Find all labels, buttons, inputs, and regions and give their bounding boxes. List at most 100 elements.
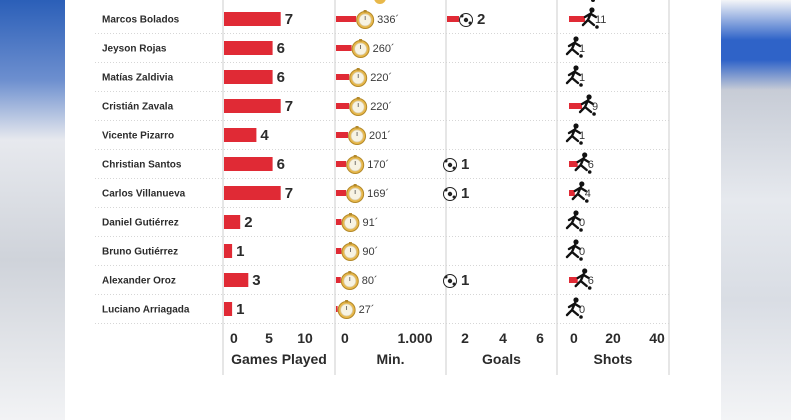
minutes-label: 170´ xyxy=(367,159,389,171)
chart-panel: Marcos Bolados 7 336´ 2 11 Jeyson Rojas 6 260´ 1… xyxy=(65,0,721,420)
goals-label: 1 xyxy=(461,156,469,173)
tick-label: 4 xyxy=(499,330,507,346)
minutes-label: 90´ xyxy=(362,246,378,258)
table-row: Daniel Gutiérrez 2 91´ 0 xyxy=(95,210,669,237)
shots-label: 0 xyxy=(579,304,585,316)
minutes-bar xyxy=(336,74,350,80)
minutes-label: 336´ xyxy=(377,14,399,26)
minutes-label: 27´ xyxy=(359,304,375,316)
player-name: Jeyson Rojas xyxy=(102,44,167,55)
kicking-player-icon xyxy=(565,65,583,87)
games-bar xyxy=(224,41,273,55)
games-bar xyxy=(224,99,281,113)
shots-bar xyxy=(569,16,585,22)
games-label: 7 xyxy=(285,98,293,115)
minutes-bar xyxy=(336,248,342,254)
games-label: 3 xyxy=(252,272,260,289)
tick-label: 5 xyxy=(265,330,273,346)
player-name: Alexander Oroz xyxy=(102,276,176,287)
minutes-bar xyxy=(336,306,338,312)
games-label: 6 xyxy=(277,156,285,173)
kicking-player-icon xyxy=(591,0,595,2)
stopwatch-icon xyxy=(346,184,365,203)
table-row: Vicente Pizarro 4 201´ 1 xyxy=(95,123,669,150)
table-row: Christian Santos 6 170´ 1 6 xyxy=(95,152,669,179)
shots-label: 1 xyxy=(579,130,585,142)
player-name: Cristián Zavala xyxy=(102,102,174,113)
table-row: Jeyson Rojas 6 260´ 1 xyxy=(95,36,669,63)
games-label: 7 xyxy=(285,185,293,202)
background-left xyxy=(0,0,65,420)
player-name: Marcos Bolados xyxy=(102,15,180,26)
games-bar xyxy=(224,302,233,316)
minutes-label: 260´ xyxy=(373,43,395,55)
stopwatch-icon xyxy=(337,300,356,319)
tick-label: 0 xyxy=(570,330,578,346)
games-label: 6 xyxy=(277,69,285,86)
table-row: Luciano Arriagada 1 27´ 0 xyxy=(95,297,669,324)
shots-label: 11 xyxy=(595,14,606,26)
kicking-player-icon xyxy=(565,210,583,232)
games-bar xyxy=(224,273,249,287)
tick-label: 10 xyxy=(297,330,313,346)
minutes-label: 201´ xyxy=(369,130,391,142)
table-row: Marcos Bolados 7 336´ 2 11 xyxy=(95,7,669,34)
games-bar xyxy=(224,186,281,200)
minutes-label: 220´ xyxy=(370,72,392,84)
stopwatch-icon xyxy=(346,155,365,174)
kicking-player-icon xyxy=(565,36,583,58)
minutes-label: 80´ xyxy=(362,275,378,287)
table-row: Cristián Zavala 7 220´ 9 xyxy=(95,94,669,121)
minutes-bar xyxy=(336,16,357,22)
goals-label: 1 xyxy=(461,272,469,289)
stopwatch-icon xyxy=(374,0,386,4)
kicking-player-icon xyxy=(565,297,583,319)
shots-bar xyxy=(569,277,578,283)
stopwatch-icon xyxy=(340,271,359,290)
background-right xyxy=(721,0,791,420)
games-label: 4 xyxy=(260,127,269,144)
games-bar xyxy=(224,128,257,142)
stopwatch-icon xyxy=(349,68,368,87)
kicking-player-icon xyxy=(565,123,583,145)
games-bar xyxy=(224,70,273,84)
minutes-bar xyxy=(336,161,347,167)
shots-label: 6 xyxy=(588,275,594,287)
player-name: Carlos Villanueva xyxy=(102,189,186,200)
soccer-ball-icon xyxy=(443,158,457,172)
soccer-ball-icon xyxy=(443,187,457,201)
kicking-player-icon xyxy=(565,239,583,261)
tick-label: 6 xyxy=(536,330,544,346)
shots-label: 0 xyxy=(579,217,585,229)
minutes-label: 220´ xyxy=(370,101,392,113)
tick-label: 0 xyxy=(341,330,349,346)
tick-label: 1.000 xyxy=(397,330,432,346)
minutes-bar xyxy=(336,132,349,138)
stopwatch-icon xyxy=(348,126,367,145)
shots-label: 1 xyxy=(579,72,585,84)
shots-label: 1 xyxy=(579,43,585,55)
games-label: 6 xyxy=(277,40,285,57)
shots-bar xyxy=(569,103,583,109)
stopwatch-icon xyxy=(341,242,360,261)
tick-label: 2 xyxy=(461,330,469,346)
games-label: 1 xyxy=(236,243,244,260)
table-row: Alexander Oroz 3 80´ 1 6 xyxy=(95,268,669,295)
minutes-label: 91´ xyxy=(362,217,378,229)
axis-label: Min. xyxy=(377,351,405,367)
tick-label: 0 xyxy=(230,330,238,346)
player-name: Matías Zaldivia xyxy=(102,73,174,84)
shots-bar xyxy=(569,161,578,167)
shots-label: 4 xyxy=(585,188,591,200)
player-name: Christian Santos xyxy=(102,160,182,171)
kicking-player-icon xyxy=(581,7,599,29)
games-label: 2 xyxy=(244,214,252,231)
stopwatch-icon xyxy=(351,39,370,58)
kicking-player-icon xyxy=(574,152,592,174)
kicking-player-icon xyxy=(578,94,596,116)
table-row: Carlos Villanueva 7 169´ 1 4 xyxy=(95,181,669,208)
games-bar xyxy=(224,12,281,26)
player-name: Vicente Pizarro xyxy=(102,131,174,142)
kicking-player-icon xyxy=(571,181,589,203)
player-name: Bruno Gutiérrez xyxy=(102,247,178,258)
